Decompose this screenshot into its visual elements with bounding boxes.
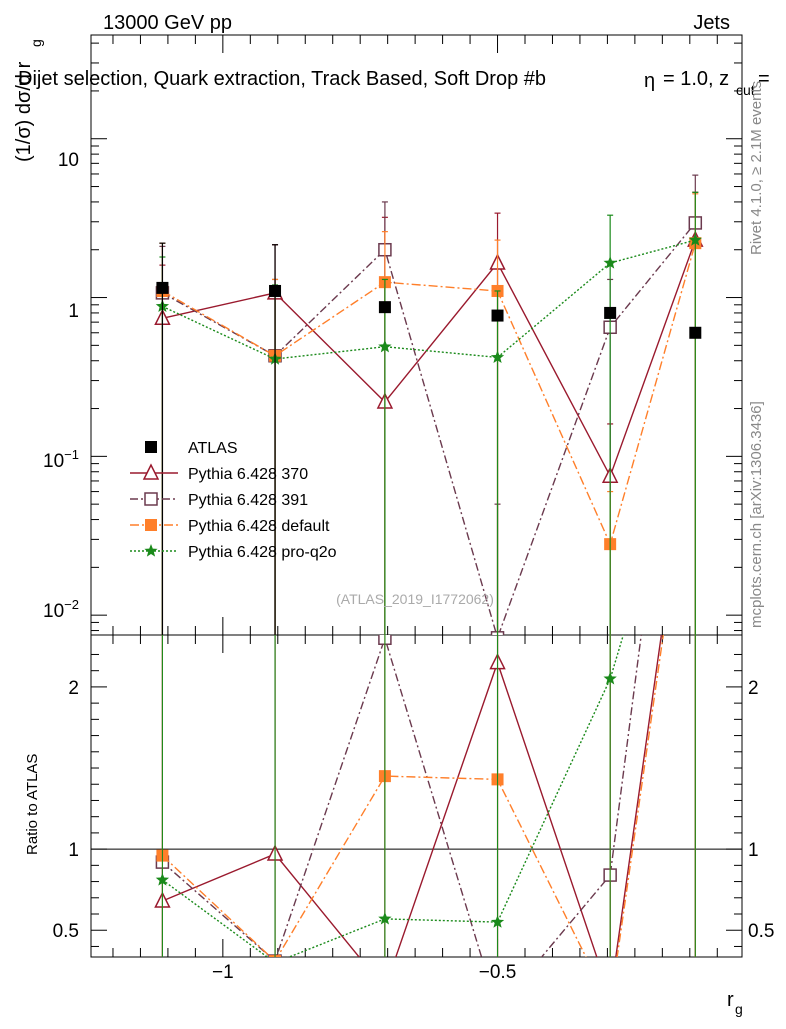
series-line-pythia-6-428-default (162, 243, 696, 547)
ratio-tick-label-right: 0.5 (748, 921, 774, 942)
chart-title-beta: η (644, 70, 655, 92)
ratio-series-layer (154, 635, 696, 1016)
data-point-atlas (156, 281, 169, 294)
legend-label-pythia-6-428-pro-q2o: Pythia 6.428 pro-q2o (188, 544, 337, 561)
series-line-pythia-6-428-pro-q2o (162, 239, 696, 360)
legend-marker-pythia-6-428-370 (142, 463, 160, 480)
legend-label-pythia-6-428-default: Pythia 6.428 default (188, 518, 330, 535)
y-tick-label-0.1: 10−1 (43, 447, 79, 472)
process-label: Jets (693, 12, 730, 34)
energy-label: 13000 GeV pp (103, 12, 232, 34)
main-series-layer (154, 174, 704, 635)
legend-marker-pythia-6-428-pro-q2o (144, 544, 158, 557)
main-y-tick-labels: 10 1 10−1 10−2 (43, 150, 79, 622)
y-tick-label-0.01: 10−2 (43, 597, 79, 622)
chart-title-zcut-sub: cut (736, 82, 755, 98)
legend-marker-pythia-6-428-default (145, 519, 157, 531)
chart-title-suffix: = 1.0, z (663, 68, 729, 90)
ratio-tick-label: 1 (68, 840, 79, 861)
legend-marker-pythia-6-428-391 (144, 492, 158, 506)
data-point-pythia-6-428-pro-q2o (490, 350, 505, 364)
chart-title-end: = (758, 68, 770, 90)
ratio-tick-label-right: 2 (748, 678, 759, 699)
ratio-line-pythia-6-428-370 (162, 635, 663, 957)
y-axis-label-main-sub: g (28, 39, 44, 47)
x-tick-label: −0.5 (479, 962, 517, 983)
chart-title: Dijet selection, Quark extraction, Track… (18, 68, 546, 90)
y-axis-label-main: (1/σ) dσ/d r (13, 61, 35, 162)
data-point-atlas (604, 306, 617, 319)
ratio-point-pythia-6-428-pro-q2o (378, 911, 392, 925)
y-tick-label-1: 1 (68, 301, 79, 322)
ratio-tick-label: 0.5 (53, 921, 79, 942)
x-axis-label: r (727, 989, 734, 1011)
ratio-line-pythia-6-428-pro-q2o (161, 635, 625, 957)
ratio-point-pythia-6-428-370 (603, 989, 617, 1003)
ratio-point-pythia-6-428-pro-q2o (603, 671, 617, 685)
ratio-point-pythia-6-428-default (604, 1000, 616, 1012)
x-tick-label: −1 (212, 962, 234, 983)
series-line-pythia-6-428-370 (162, 239, 696, 478)
ratio-point-pythia-6-428-370 (378, 981, 392, 995)
x-axis-label-sub: g (735, 1001, 743, 1017)
data-point-atlas (269, 284, 282, 297)
ratio-plot-frame (90, 634, 743, 958)
data-point-pythia-6-428-pro-q2o (688, 233, 702, 246)
analysis-watermark: (ATLAS_2019_I1772062) (336, 591, 494, 607)
legend: ATLAS Pythia 6.428 370 Pythia 6.428 391 Pyt… (130, 440, 337, 561)
data-point-atlas (491, 309, 504, 322)
ratio-tick-label-right: 1 (748, 840, 759, 861)
legend-label-pythia-6-428-370: Pythia 6.428 370 (188, 466, 308, 483)
ratio-point-pythia-6-428-pro-q2o (490, 915, 505, 928)
ratio-point-pythia-6-428-391 (492, 1004, 504, 1016)
ratio-point-pythia-6-428-pro-q2o (155, 872, 170, 886)
ratio-line-pythia-6-428-default (161, 635, 664, 957)
legend-label-atlas: ATLAS (188, 440, 238, 457)
x-axis-ticks (112, 35, 718, 957)
ratio-point-pythia-6-428-pro-q2o (274, 955, 276, 957)
rivet-side-label: Rivet 4.1.0, ≥ 2.1M events (748, 81, 765, 255)
y-axis-label-ratio: Ratio to ATLAS (24, 754, 41, 855)
y-tick-label-10: 10 (58, 150, 79, 171)
legend-marker-atlas (145, 441, 157, 453)
mcplots-side-label: mcplots.cern.ch [arXiv:1306.3436] (748, 401, 765, 628)
data-point-pythia-6-428-pro-q2o (603, 256, 617, 269)
data-point-atlas (689, 326, 702, 339)
ratio-tick-label: 2 (68, 678, 79, 699)
x-tick-labels: −1 −0.5 (212, 962, 516, 983)
ratio-axis-ticks (91, 653, 742, 947)
data-point-atlas (378, 301, 391, 314)
ratio-line-pythia-6-428-391 (161, 635, 642, 957)
ratio-y-tick-labels: 0.5 0.5 1 1 2 2 (53, 678, 775, 942)
data-point-pythia-6-428-pro-q2o (378, 339, 392, 353)
main-axis-ticks (91, 42, 742, 632)
legend-label-pythia-6-428-391: Pythia 6.428 391 (188, 492, 308, 509)
